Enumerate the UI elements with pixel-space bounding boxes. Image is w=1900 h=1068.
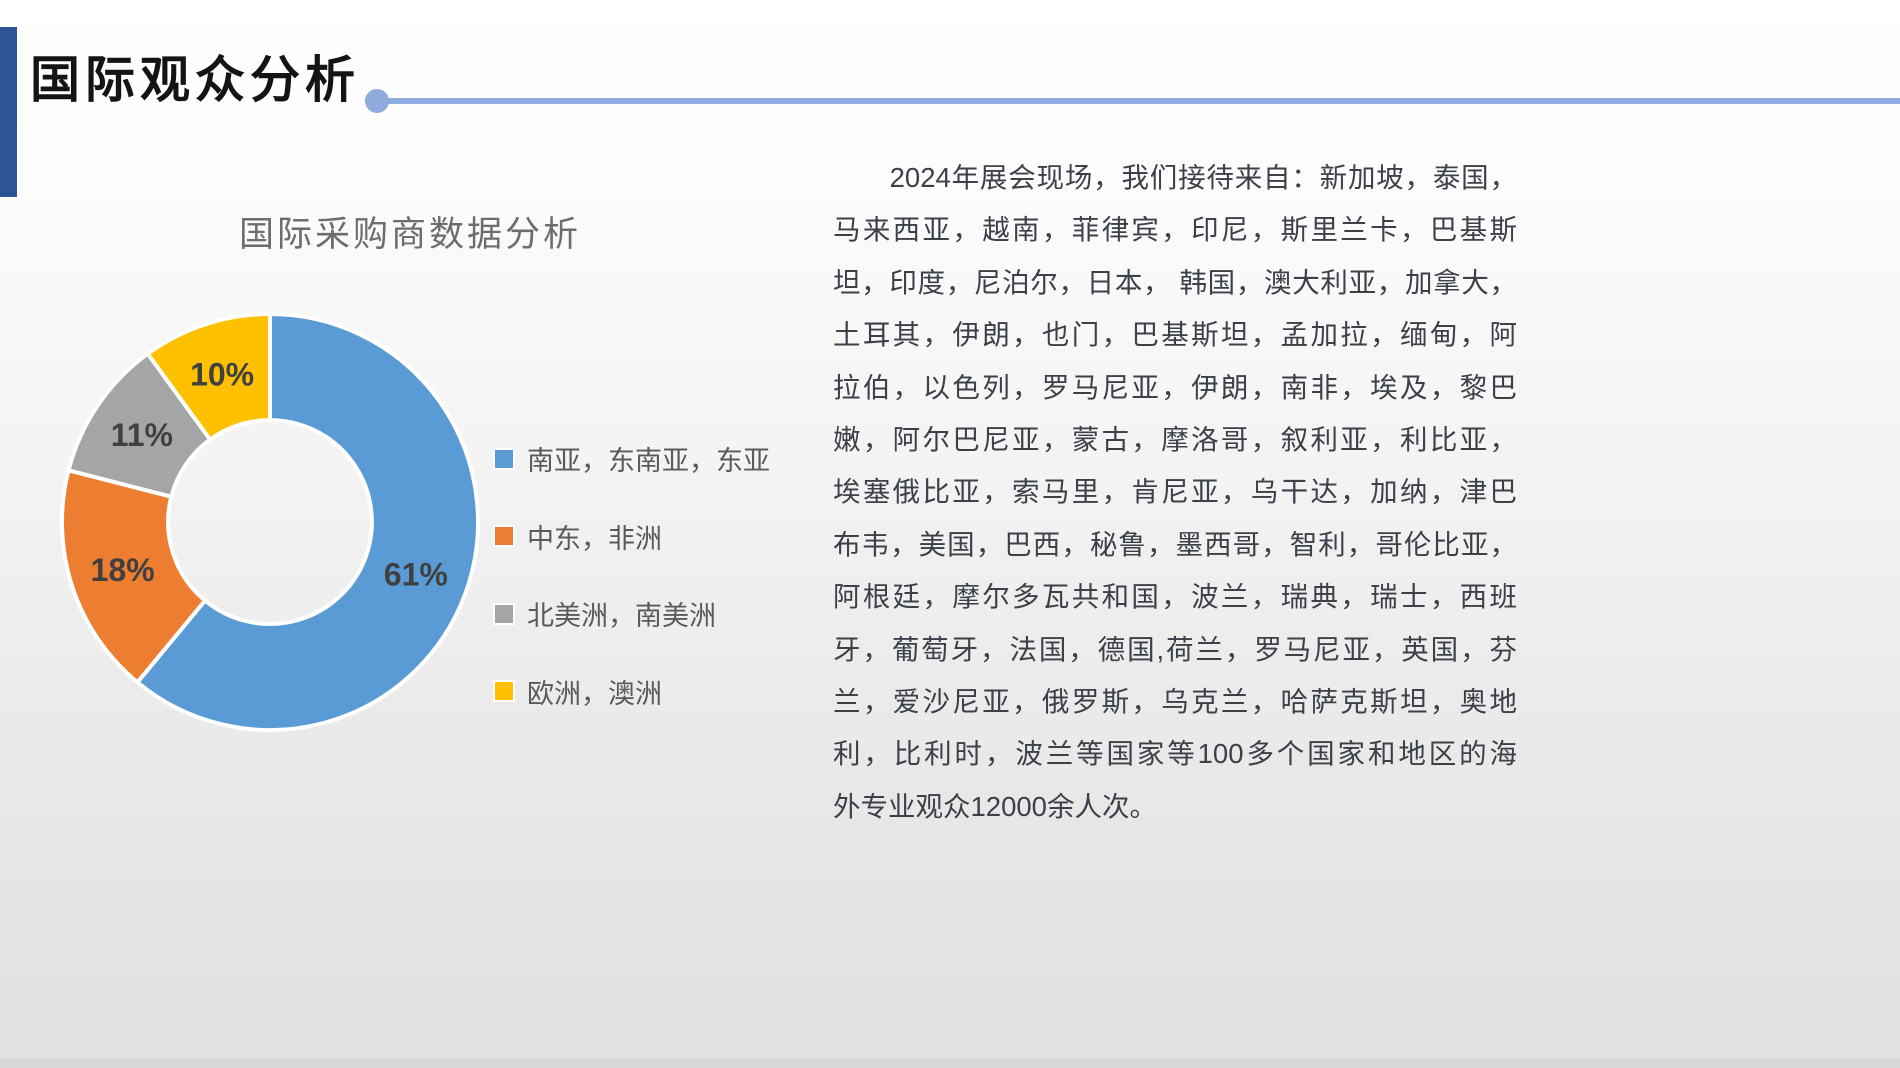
body-text-line: 布韦，美国，巴西，秘鲁，墨西哥，智利，哥伦比亚， xyxy=(833,528,1517,560)
legend-swatch-icon xyxy=(495,604,513,623)
body-text-line: 2024年展会现场，我们接待来自：新加坡，泰国， xyxy=(833,162,1517,193)
body-text-line: 阿根廷，摩尔多瓦共和国，波兰，瑞典，瑞士，西班 xyxy=(833,581,1517,613)
donut-slice-label: 11% xyxy=(111,417,173,453)
page-title: 国际观众分析 xyxy=(30,52,360,108)
bottom-strip xyxy=(0,1058,1900,1068)
body-text-line: 牙，葡萄牙，法国，德国,荷兰，罗马尼亚，英国，芬 xyxy=(833,633,1517,665)
donut-slice-label: 18% xyxy=(91,552,155,588)
legend-item: 北美洲，南美洲 xyxy=(495,575,825,653)
body-text-line: 土耳其，伊朗，也门，巴基斯坦，孟加拉，缅甸，阿 xyxy=(833,319,1517,351)
body-text-line: 拉伯，以色列，罗马尼亚，伊朗，南非，埃及，黎巴 xyxy=(833,371,1517,403)
donut-slice-label: 10% xyxy=(190,357,254,393)
title-accent-dot-icon xyxy=(365,89,389,113)
legend-swatch-icon xyxy=(495,527,513,546)
legend-label: 中东，非洲 xyxy=(527,523,662,554)
legend-label: 南亚，东南亚，东亚 xyxy=(527,446,770,477)
body-text-line: 利，比利时，波兰等国家等100多个国家和地区的海 xyxy=(833,738,1517,770)
donut-slice-label: 61% xyxy=(384,556,448,592)
donut-segment xyxy=(144,311,272,443)
donut-segment xyxy=(60,467,208,686)
body-text-line: 外专业观众12000余人次。 xyxy=(833,790,1157,822)
chart-title: 国际采购商数据分析 xyxy=(238,215,581,254)
body-text-line: 嫩，阿尔巴尼亚，蒙古，摩洛哥，叙利亚，利比亚， xyxy=(833,424,1517,456)
body-text-line: 兰，爱沙尼亚，俄罗斯，乌克兰，哈萨克斯坦，奥地 xyxy=(833,686,1517,718)
body-text-line: 马来西亚，越南，菲律宾，印尼，斯里兰卡，巴基斯 xyxy=(833,214,1517,246)
legend-label: 北美洲，南美洲 xyxy=(527,601,716,632)
legend-swatch-icon xyxy=(495,449,513,468)
legend-swatch-icon xyxy=(495,682,513,701)
title-accent-bar xyxy=(0,27,17,197)
donut-chart-svg: 61% 18% 11% 10% xyxy=(60,311,480,732)
title-accent-line xyxy=(379,98,1900,104)
legend-item: 南亚，东南亚，东亚 xyxy=(495,420,825,498)
body-text-line: 坦，印度，尼泊尔，日本， 韩国，澳大利亚，加拿大， xyxy=(833,266,1517,298)
legend-item: 欧洲，澳洲 xyxy=(495,653,825,731)
body-text-line: 埃塞俄比亚，索马里，肯尼亚，乌干达，加纳，津巴 xyxy=(833,476,1517,508)
legend-label: 欧洲，澳洲 xyxy=(527,678,662,709)
body-text: 2024年展会现场，我们接待来自：新加坡，泰国， 马来西亚，越南，菲律宾，印尼，斯… xyxy=(833,152,1517,833)
legend-item: 中东，非洲 xyxy=(495,498,825,576)
donut-segment xyxy=(134,311,480,732)
chart-legend: 南亚，东南亚，东亚 中东，非洲北美洲，南美洲 欧洲，澳洲 xyxy=(495,420,825,730)
